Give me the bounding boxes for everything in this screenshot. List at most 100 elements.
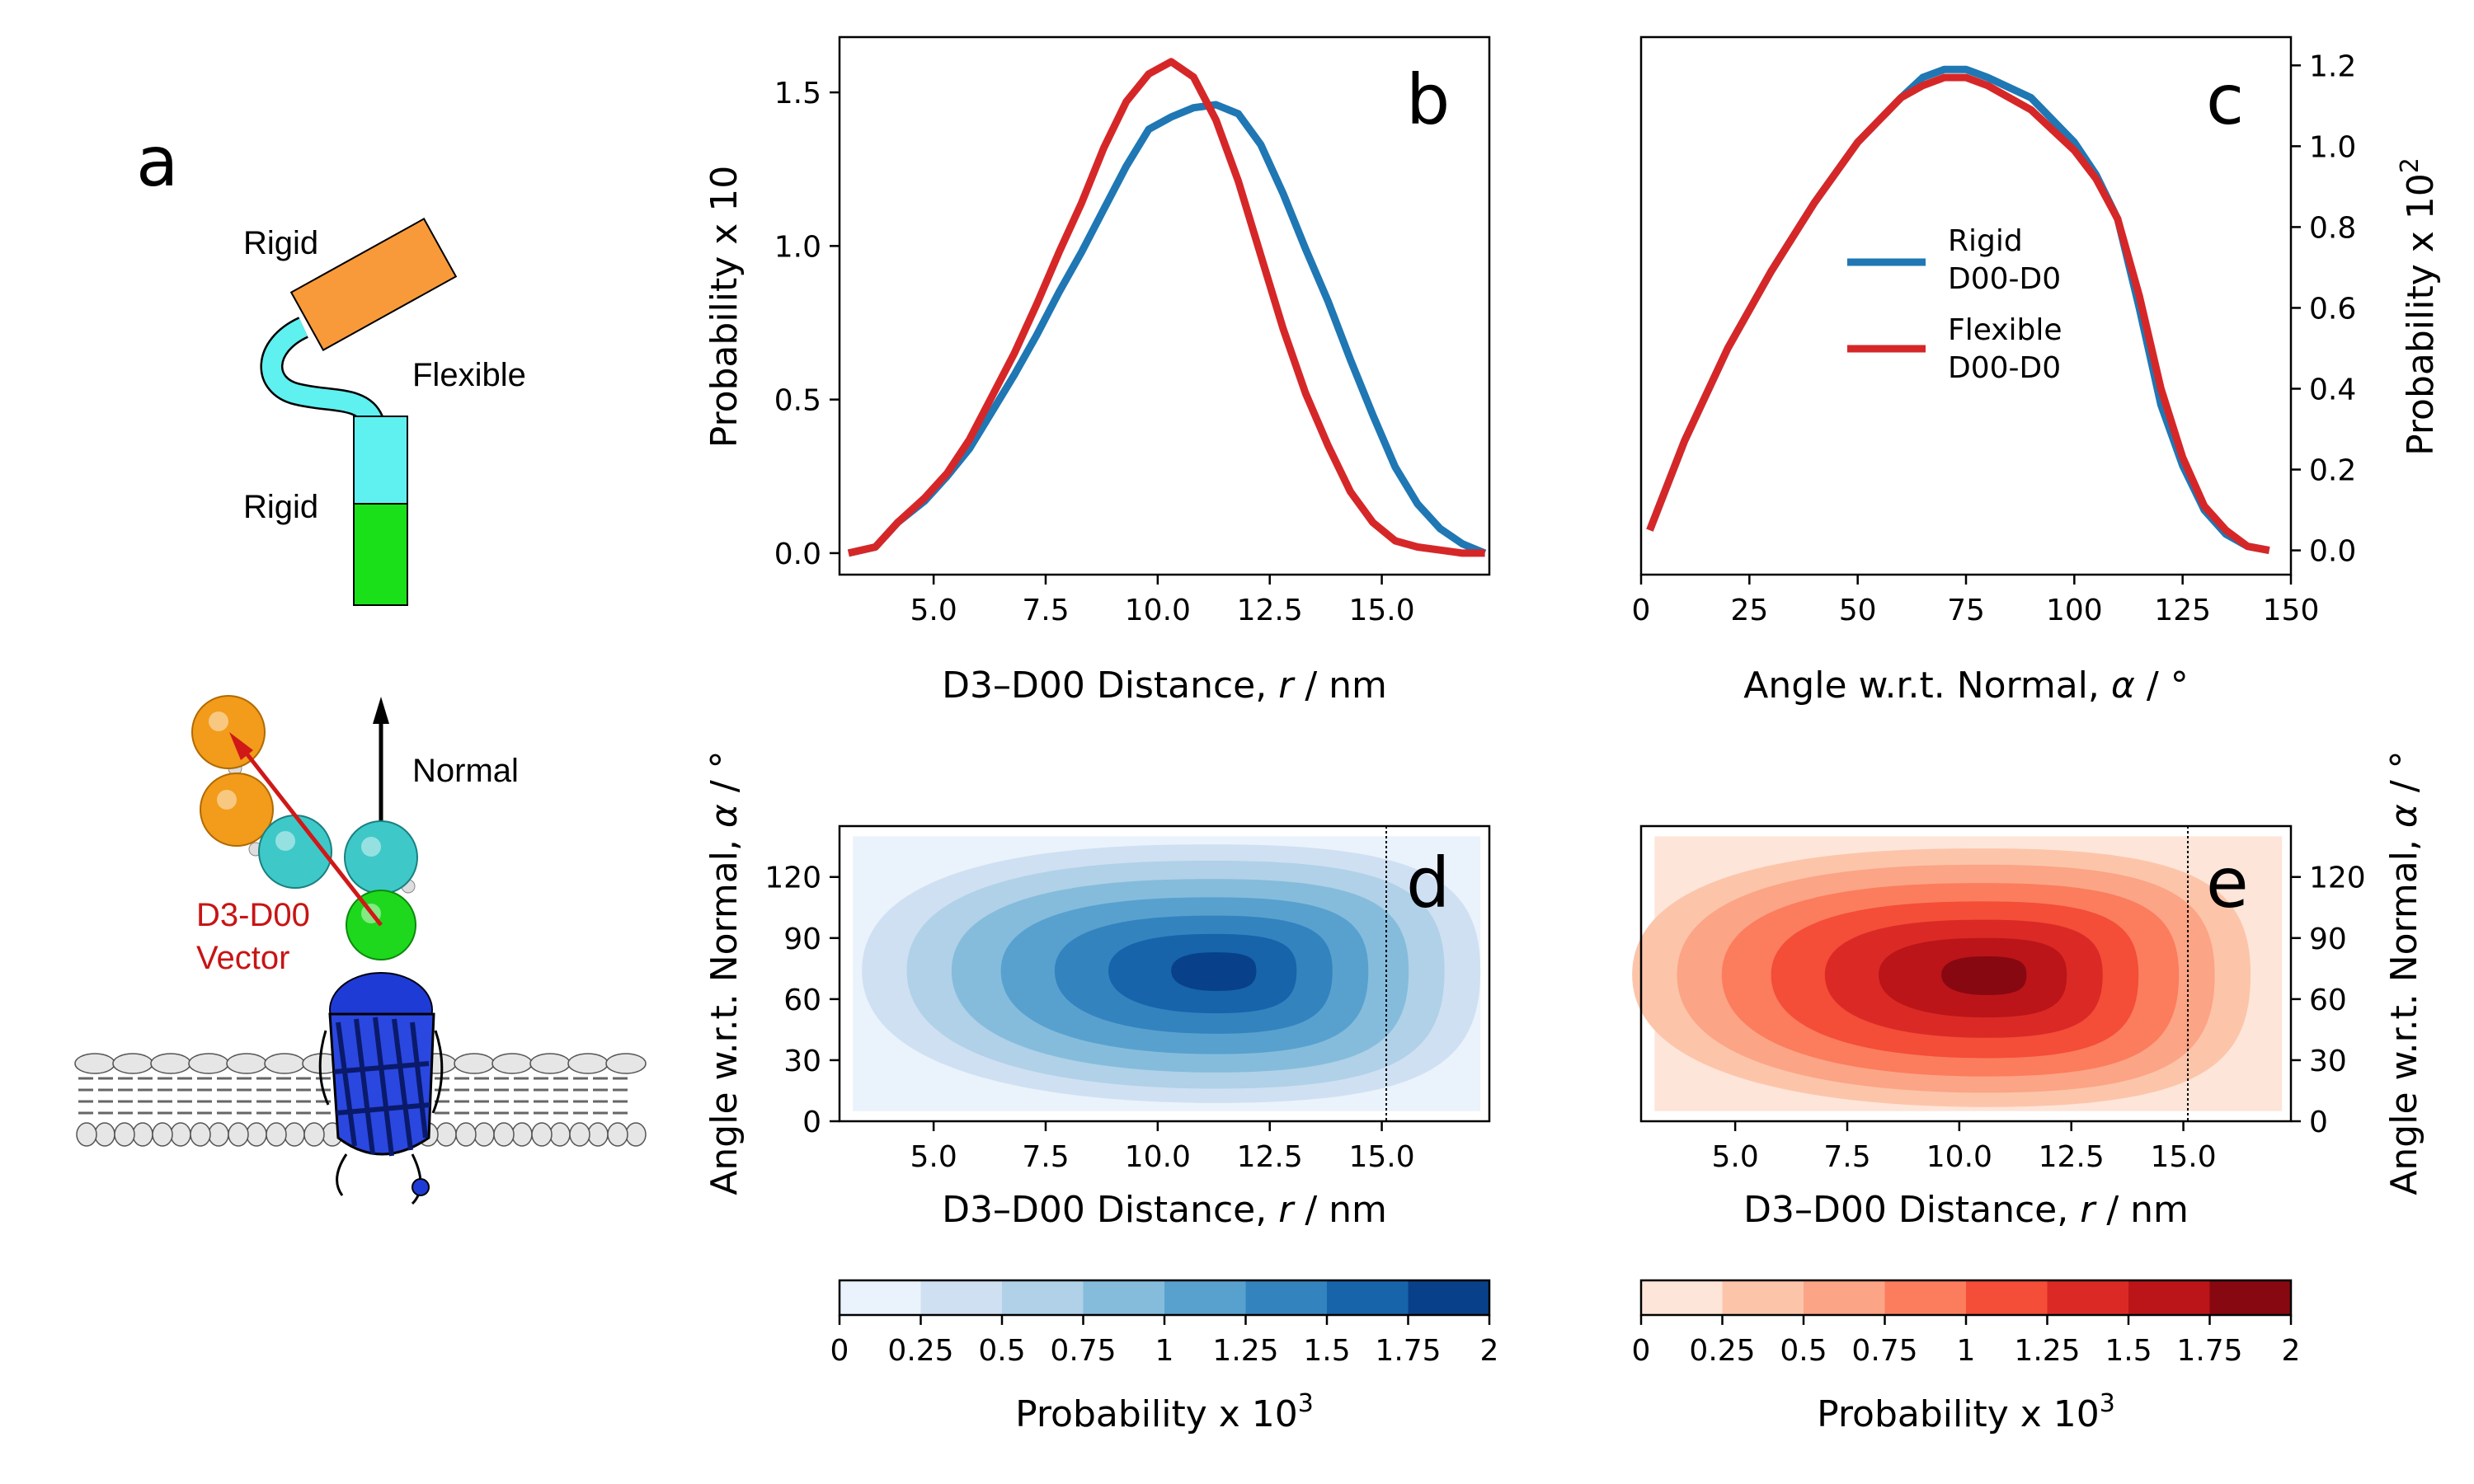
x-tick-label: 50 bbox=[1839, 594, 1877, 627]
rigid-top-label: Rigid bbox=[243, 225, 318, 261]
orange-bead bbox=[200, 773, 274, 847]
colorbar-tick-label: 0.75 bbox=[1851, 1334, 1917, 1368]
colorbar-tick-label: 0 bbox=[830, 1334, 849, 1368]
y-tick-label: 1.2 bbox=[2309, 49, 2356, 83]
x-tick-label: 15.0 bbox=[2150, 1140, 2216, 1174]
colorbar-tick-label: 1.75 bbox=[1375, 1334, 1441, 1368]
orange-rigid-block bbox=[289, 218, 458, 351]
colorbar-segment bbox=[1804, 1280, 1885, 1315]
membrane-bilayer bbox=[74, 1053, 647, 1147]
cyan-rigid-block bbox=[353, 416, 408, 505]
y-tick-label: 120 bbox=[764, 862, 821, 895]
orange-bead-top bbox=[191, 695, 266, 769]
y-tick-label: 0 bbox=[802, 1106, 821, 1139]
colorbar-segment bbox=[840, 1280, 921, 1315]
y-tick-label: 1.0 bbox=[774, 230, 821, 264]
x-tick-label: 7.5 bbox=[1022, 594, 1069, 627]
colorbar-segment bbox=[1327, 1280, 1409, 1315]
x-tick-label: 12.5 bbox=[1237, 1140, 1303, 1174]
heatmap-level-7 bbox=[1941, 956, 2027, 995]
series-line-flexible bbox=[1646, 73, 2270, 555]
x-tick-label: 5.0 bbox=[910, 1140, 957, 1174]
colorbar-segment bbox=[1164, 1280, 1246, 1315]
legend-label-flexible-1: Flexible bbox=[1948, 313, 2062, 347]
panel-label-a: a bbox=[136, 121, 178, 202]
colorbar-tick-label: 2 bbox=[1480, 1334, 1499, 1368]
colorbar-tick-label: 1 bbox=[1155, 1334, 1174, 1368]
y-tick-label: 90 bbox=[2309, 923, 2347, 956]
chart-e-frame bbox=[1639, 824, 2293, 1123]
colorbar-tick-label: 1.25 bbox=[1212, 1334, 1278, 1368]
y-tick-label: 30 bbox=[783, 1045, 821, 1078]
x-tick-label: 75 bbox=[1947, 594, 1985, 627]
flexible-label: Flexible bbox=[412, 357, 526, 393]
x-tick-label: 150 bbox=[2263, 594, 2320, 627]
legend-label-rigid-1: Rigid bbox=[1948, 224, 2023, 258]
colorbar-tick-label: 1.5 bbox=[2105, 1334, 2152, 1368]
x-tick-label: 10.0 bbox=[1125, 1140, 1191, 1174]
x-tick-label: 25 bbox=[1730, 594, 1768, 627]
series-line-rigid bbox=[847, 101, 1487, 557]
colorbar-segment bbox=[920, 1280, 1003, 1315]
chart-c-xlabel: Angle w.r.t. Normal, α / ° bbox=[1743, 665, 2188, 707]
chart-b-frame bbox=[838, 35, 1491, 576]
x-tick-label: 5.0 bbox=[1711, 1140, 1758, 1174]
normal-label: Normal bbox=[412, 753, 519, 789]
colorbar-segment bbox=[1966, 1280, 2048, 1315]
y-tick-label: 0.0 bbox=[2309, 535, 2356, 569]
colorbar-segment bbox=[1884, 1280, 1967, 1315]
chart-c-ylabel: Probability x 102 bbox=[2396, 157, 2442, 456]
series-line-rigid bbox=[1646, 65, 2270, 555]
y-tick-label: 60 bbox=[783, 984, 821, 1017]
heatmap-level-7 bbox=[1171, 952, 1257, 991]
colorbar-tick-label: 1.5 bbox=[1303, 1334, 1350, 1368]
x-tick-label: 12.5 bbox=[2039, 1140, 2105, 1174]
x-tick-label: 10.0 bbox=[1125, 594, 1191, 627]
y-tick-label: 0.5 bbox=[774, 384, 821, 418]
x-tick-label: 15.0 bbox=[1348, 1140, 1414, 1174]
y-tick-label: 90 bbox=[783, 923, 821, 956]
colorbar-label: Probability x 103 bbox=[1015, 1389, 1314, 1435]
chart-c-legend: Rigid D00-D0 Flexible D00-D0 bbox=[1847, 224, 2062, 385]
cyan-bead bbox=[258, 815, 332, 889]
colorbar-segment bbox=[1002, 1280, 1084, 1315]
panel-label-b: b bbox=[1406, 59, 1450, 140]
rigid-bottom-label: Rigid bbox=[243, 489, 318, 525]
x-tick-label: 125 bbox=[2154, 594, 2211, 627]
green-rigid-block bbox=[353, 503, 408, 606]
panel-a-schematic: a Rigid Flexible Rigid bbox=[74, 121, 647, 1205]
colorbar-tick-label: 0.5 bbox=[978, 1334, 1025, 1368]
panel-label-c: c bbox=[2206, 59, 2244, 140]
colorbar-tick-label: 0 bbox=[1632, 1334, 1651, 1368]
panel-label-e: e bbox=[2206, 843, 2249, 923]
y-tick-label: 0.8 bbox=[2309, 211, 2356, 245]
y-tick-label: 1.0 bbox=[2309, 130, 2356, 164]
cyan-bead bbox=[344, 820, 418, 895]
vector-label-line2: Vector bbox=[196, 940, 289, 976]
y-tick-label: 0 bbox=[2309, 1106, 2328, 1139]
x-tick-label: 0 bbox=[1632, 594, 1651, 627]
y-tick-label: 1.5 bbox=[774, 77, 821, 110]
y-tick-label: 0.4 bbox=[2309, 373, 2356, 406]
x-tick-label: 7.5 bbox=[1022, 1140, 1069, 1174]
chart-d-ylabel: Angle w.r.t. Normal, α / ° bbox=[703, 750, 745, 1195]
x-tick-label: 7.5 bbox=[1823, 1140, 1870, 1174]
legend-label-flexible-2: D00-D0 bbox=[1948, 351, 2061, 385]
legend-label-rigid-2: D00-D0 bbox=[1948, 262, 2061, 296]
colorbar-segment bbox=[2047, 1280, 2129, 1315]
colorbar-segment bbox=[1408, 1280, 1490, 1315]
protein-barrel bbox=[318, 972, 444, 1205]
chart-b-ylabel: Probability x 10 bbox=[703, 166, 745, 448]
x-tick-label: 100 bbox=[2046, 594, 2103, 627]
colorbar-label: Probability x 103 bbox=[1817, 1389, 2115, 1435]
colorbar-segment bbox=[1083, 1280, 1165, 1315]
y-tick-label: 60 bbox=[2309, 984, 2347, 1017]
colorbar-segment bbox=[1722, 1280, 1804, 1315]
colorbar-tick-label: 2 bbox=[2282, 1334, 2301, 1368]
x-tick-label: 10.0 bbox=[1926, 1140, 1992, 1174]
y-tick-label: 30 bbox=[2309, 1045, 2347, 1078]
colorbar-segment bbox=[1641, 1280, 1723, 1315]
